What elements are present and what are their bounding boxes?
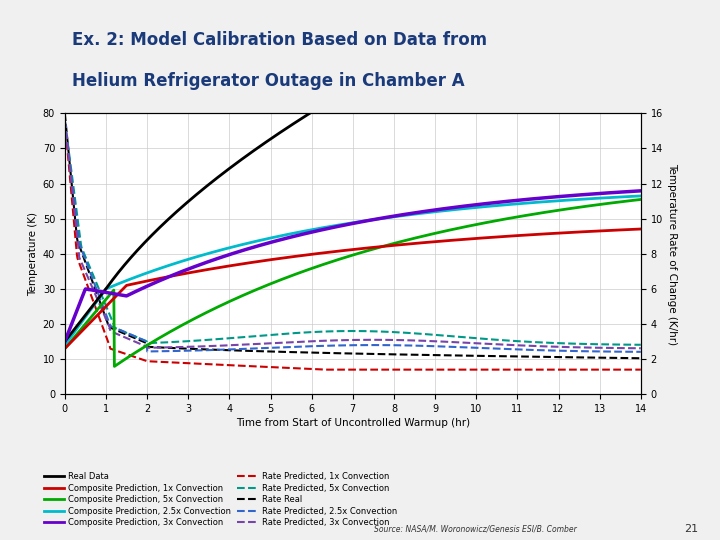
Text: Ex. 2: Model Calibration Based on Data from: Ex. 2: Model Calibration Based on Data f… [72,31,487,49]
Y-axis label: Temperature Rate of Change (K/hr): Temperature Rate of Change (K/hr) [667,163,677,345]
Legend: Real Data, Composite Prediction, 1x Convection, Composite Prediction, 5x Convect: Real Data, Composite Prediction, 1x Conv… [40,469,400,530]
Text: Source: NASA/M. Woronowicz/Genesis ESI/B. Comber: Source: NASA/M. Woronowicz/Genesis ESI/B… [374,524,577,534]
X-axis label: Time from Start of Uncontrolled Warmup (hr): Time from Start of Uncontrolled Warmup (… [235,418,470,428]
Text: 21: 21 [684,523,698,534]
Text: Helium Refrigerator Outage in Chamber A: Helium Refrigerator Outage in Chamber A [72,72,464,90]
Y-axis label: Temperature (K): Temperature (K) [29,212,39,296]
